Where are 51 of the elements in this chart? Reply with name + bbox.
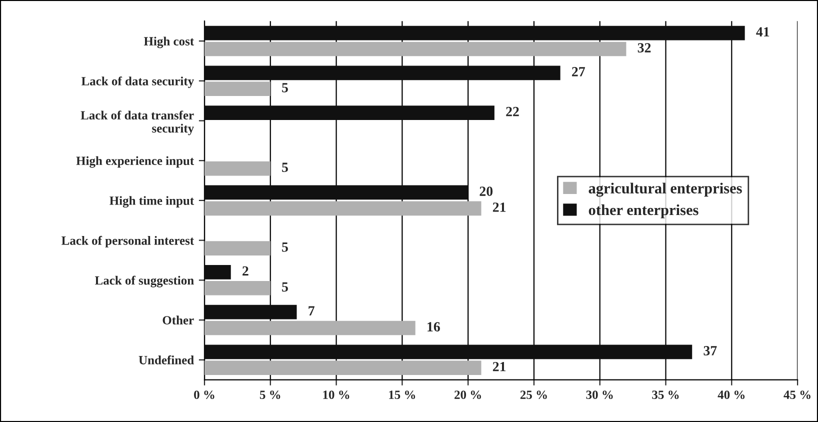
x-tick-label: 5 % (260, 390, 280, 400)
x-tick-label: 35 % (652, 390, 679, 400)
data-label: 20 (480, 186, 493, 196)
bar (204, 280, 270, 296)
y-tick-label: Lack of data transfer security (80, 110, 194, 136)
data-label: 21 (492, 202, 506, 212)
bar (204, 265, 231, 280)
x-tick-label: 25 % (520, 390, 547, 400)
data-label: 5 (282, 162, 288, 172)
bar (204, 241, 270, 256)
y-tick-label: High experience input (76, 156, 194, 168)
bar (204, 360, 482, 376)
y-tick-label: Lack of data security (81, 76, 194, 88)
bar (204, 42, 626, 56)
x-tick-label: 15 % (389, 390, 416, 400)
x-tick-label: 20 % (454, 390, 481, 400)
data-label: 5 (282, 282, 288, 292)
y-tick-label: High cost (144, 36, 194, 48)
y-tick-label: High time input (110, 196, 194, 208)
bar (204, 161, 270, 176)
legend-label: agricultural enterprises (588, 182, 742, 197)
legend-label: other enterprises (588, 204, 698, 218)
data-label: 5 (282, 242, 288, 252)
y-tick-label: Other (162, 316, 194, 324)
y-tick-label: Undefined (138, 355, 194, 364)
data-label: 2 (242, 266, 248, 276)
data-label: 27 (572, 67, 585, 76)
bar (204, 304, 297, 320)
data-label: 32 (638, 43, 651, 52)
data-label: 41 (756, 27, 770, 36)
data-label: 7 (308, 306, 314, 316)
bar (204, 320, 416, 336)
y-tick-label: Lack of personal interest (62, 236, 194, 248)
x-tick-label: 10 % (323, 390, 350, 400)
y-tick-label: Lack of suggestion (94, 276, 194, 288)
bar (204, 185, 468, 200)
data-label: 5 (282, 83, 288, 92)
data-label: 21 (492, 362, 506, 372)
bar (204, 26, 745, 40)
data-label: 37 (704, 346, 717, 356)
bar (204, 344, 692, 360)
bar (204, 66, 560, 80)
x-tick-label: 40 % (718, 390, 745, 400)
x-tick-label: 30 % (586, 390, 613, 400)
bar (204, 106, 494, 120)
bar (204, 82, 270, 96)
data-label: 16 (428, 322, 440, 332)
data-label: 22 (506, 106, 519, 116)
x-tick-label: 0 % (194, 390, 214, 400)
bar (204, 201, 482, 216)
x-tick-label: 45 % (784, 390, 810, 400)
